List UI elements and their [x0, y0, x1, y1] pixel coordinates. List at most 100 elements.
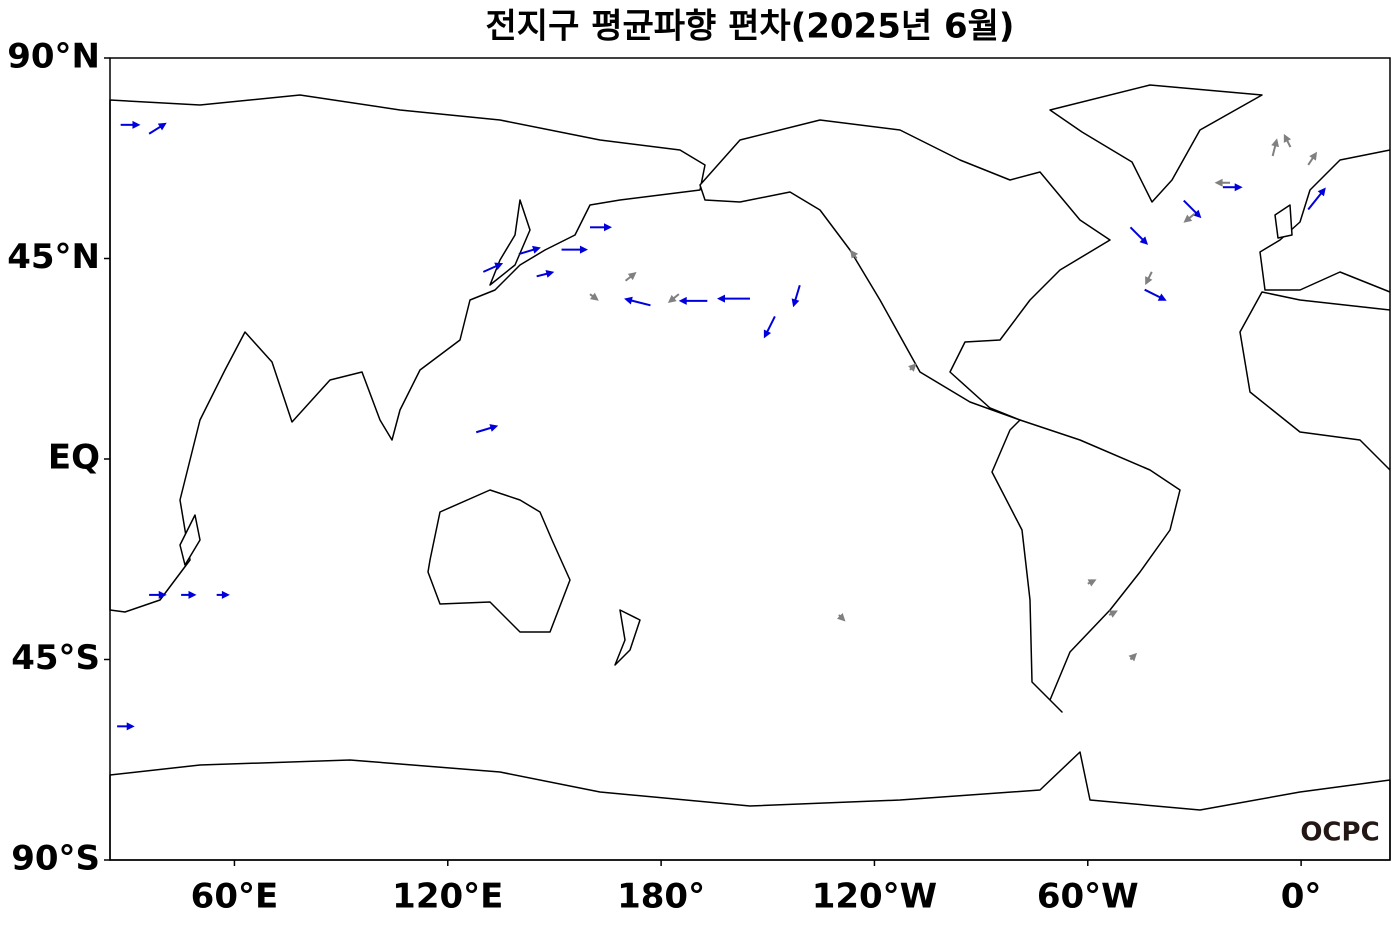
- arrow-head: [791, 298, 800, 308]
- arrow-shaft: [482, 264, 499, 273]
- arrow-shaft: [518, 248, 536, 256]
- wave-arrow: [518, 245, 541, 256]
- wave-arrow: [589, 292, 599, 301]
- arrow-head: [837, 613, 846, 622]
- arrow-shaft: [629, 299, 651, 307]
- arrow-head: [1157, 293, 1167, 301]
- arrow-head: [590, 292, 599, 301]
- arrow-head: [132, 120, 141, 129]
- arrow-head: [1271, 138, 1280, 148]
- x-tick-label: 0°: [1281, 877, 1322, 917]
- wave-arrow: [1307, 187, 1326, 211]
- y-tick-label: 90°S: [11, 839, 100, 879]
- wave-arrow: [1144, 288, 1167, 301]
- chart-title: 전지구 평균파향 편차(2025년 6월): [486, 7, 1015, 47]
- arrow-head: [763, 329, 772, 339]
- wave-arrow: [1129, 226, 1149, 245]
- wave-arrow: [678, 296, 708, 305]
- wave-arrow: [908, 363, 917, 372]
- wave-arrow: [1145, 271, 1153, 286]
- logo: OCPC: [1300, 818, 1379, 848]
- wave-arrow: [717, 294, 750, 303]
- arrow-head: [717, 294, 725, 303]
- x-tick-label: 120°E: [392, 877, 503, 917]
- arrow-head: [494, 262, 504, 270]
- wave-arrow: [850, 249, 859, 260]
- wave-arrow: [1087, 579, 1097, 587]
- arrow-head: [908, 363, 917, 372]
- wave-arrow: [667, 293, 680, 303]
- arrow-head: [667, 294, 677, 303]
- arrow-shaft: [1307, 191, 1323, 211]
- arrow-head: [1145, 276, 1153, 286]
- arrow-head: [489, 424, 499, 432]
- wave-arrow: [117, 722, 135, 731]
- arrow-head: [1108, 610, 1118, 618]
- y-tick-label: 90°N: [7, 37, 100, 77]
- wave-arrow: [791, 284, 801, 308]
- wave-arrow: [763, 315, 776, 339]
- wave-arrow: [1183, 199, 1202, 219]
- y-tick-label: EQ: [48, 438, 100, 478]
- wave-arrow: [624, 296, 651, 307]
- x-tick-label: 180°: [617, 877, 705, 917]
- arrow-head: [1317, 187, 1326, 197]
- arrow-head: [188, 590, 197, 599]
- arrow-shaft: [148, 125, 163, 135]
- arrow-head: [1192, 209, 1202, 219]
- arrow-shaft: [1144, 288, 1162, 299]
- wave-arrow: [181, 590, 197, 599]
- arrow-shaft: [475, 426, 493, 434]
- arrow-head: [1139, 236, 1149, 245]
- wave-arrow: [590, 223, 612, 232]
- arrow-shaft: [1271, 144, 1277, 157]
- arrow-head: [532, 245, 541, 254]
- arrow-head: [1128, 652, 1138, 662]
- arrow-head: [678, 296, 687, 305]
- x-tick-label: 120°W: [812, 877, 937, 917]
- y-tick-label: 45°N: [7, 237, 100, 277]
- wave-arrow: [1271, 138, 1280, 157]
- arrow-head: [1214, 178, 1223, 187]
- y-tick-label: 45°S: [11, 638, 100, 678]
- arrow-head: [627, 271, 637, 281]
- arrow-head: [1309, 151, 1318, 161]
- wave-arrow: [837, 613, 846, 622]
- arrow-head: [158, 590, 167, 599]
- arrow-shaft: [765, 315, 776, 334]
- wave-arrow: [216, 590, 230, 599]
- wave-arrow: [1283, 133, 1292, 148]
- x-tick-label: 60°E: [191, 877, 279, 917]
- arrow-head: [1087, 579, 1097, 587]
- arrow-head: [850, 249, 859, 259]
- arrow-head: [579, 245, 588, 254]
- wave-arrow: [1128, 652, 1138, 662]
- arrow-head: [604, 223, 612, 232]
- coastlines: [109, 84, 1391, 861]
- arrow-head: [1183, 214, 1193, 223]
- arrow-head: [221, 590, 230, 599]
- wave-arrow: [482, 262, 504, 273]
- wave-arrow: [149, 590, 167, 599]
- arrow-shaft: [793, 284, 801, 302]
- arrow-shaft: [536, 272, 549, 278]
- wave-arrow: [1183, 213, 1196, 223]
- x-tick-label: 60°W: [1037, 877, 1139, 917]
- arrow-shaft: [1183, 199, 1198, 215]
- wave-arrow: [624, 271, 637, 282]
- arrow-head: [1283, 133, 1291, 143]
- arrow-head: [157, 122, 167, 131]
- wave-arrow: [1307, 151, 1318, 166]
- arrow-head: [624, 296, 633, 305]
- wave-arrow: [1222, 183, 1243, 192]
- arrow-head: [1234, 183, 1243, 192]
- arrow-head: [545, 269, 555, 278]
- arrow-shaft: [1129, 226, 1145, 242]
- wave-arrow: [561, 245, 588, 254]
- wave-arrow: [148, 122, 167, 135]
- wave-arrow: [1214, 178, 1230, 187]
- wave-arrow: [1108, 610, 1118, 618]
- wave-arrow: [120, 120, 141, 129]
- wave-arrow: [536, 269, 555, 278]
